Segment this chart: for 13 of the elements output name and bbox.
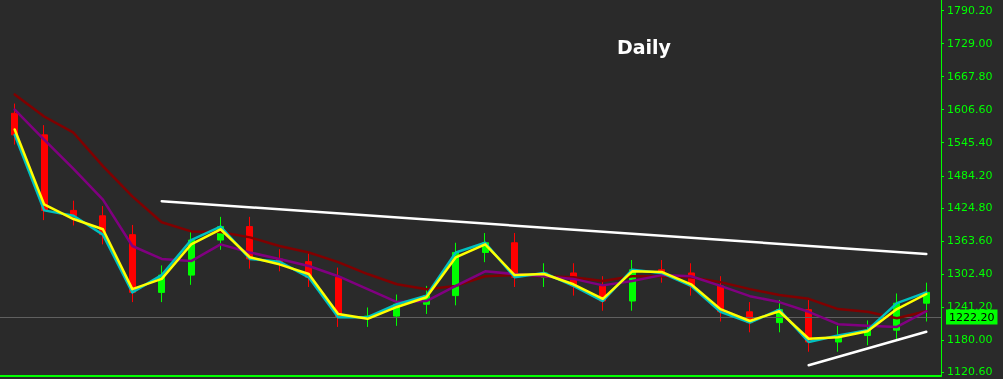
y-tick-label: 1484.20 [947,169,993,183]
y-tick-label: 1729.00 [947,37,993,51]
ref-line-label: 1222.20 [949,310,995,324]
y-tick-label: 1363.60 [947,234,993,248]
y-tick-label: 1545.40 [947,136,993,150]
y-tick-label: 1180.00 [947,333,993,347]
y-tick-label: 1302.40 [947,267,993,281]
y-tick-label: 1120.60 [947,365,993,379]
y-tick-label: 1667.80 [947,70,993,84]
y-tick-label: 1424.80 [947,201,993,215]
text: Daily [617,35,672,58]
y-tick-label: 1790.20 [947,4,993,18]
y-tick-label: 1606.60 [947,103,993,117]
